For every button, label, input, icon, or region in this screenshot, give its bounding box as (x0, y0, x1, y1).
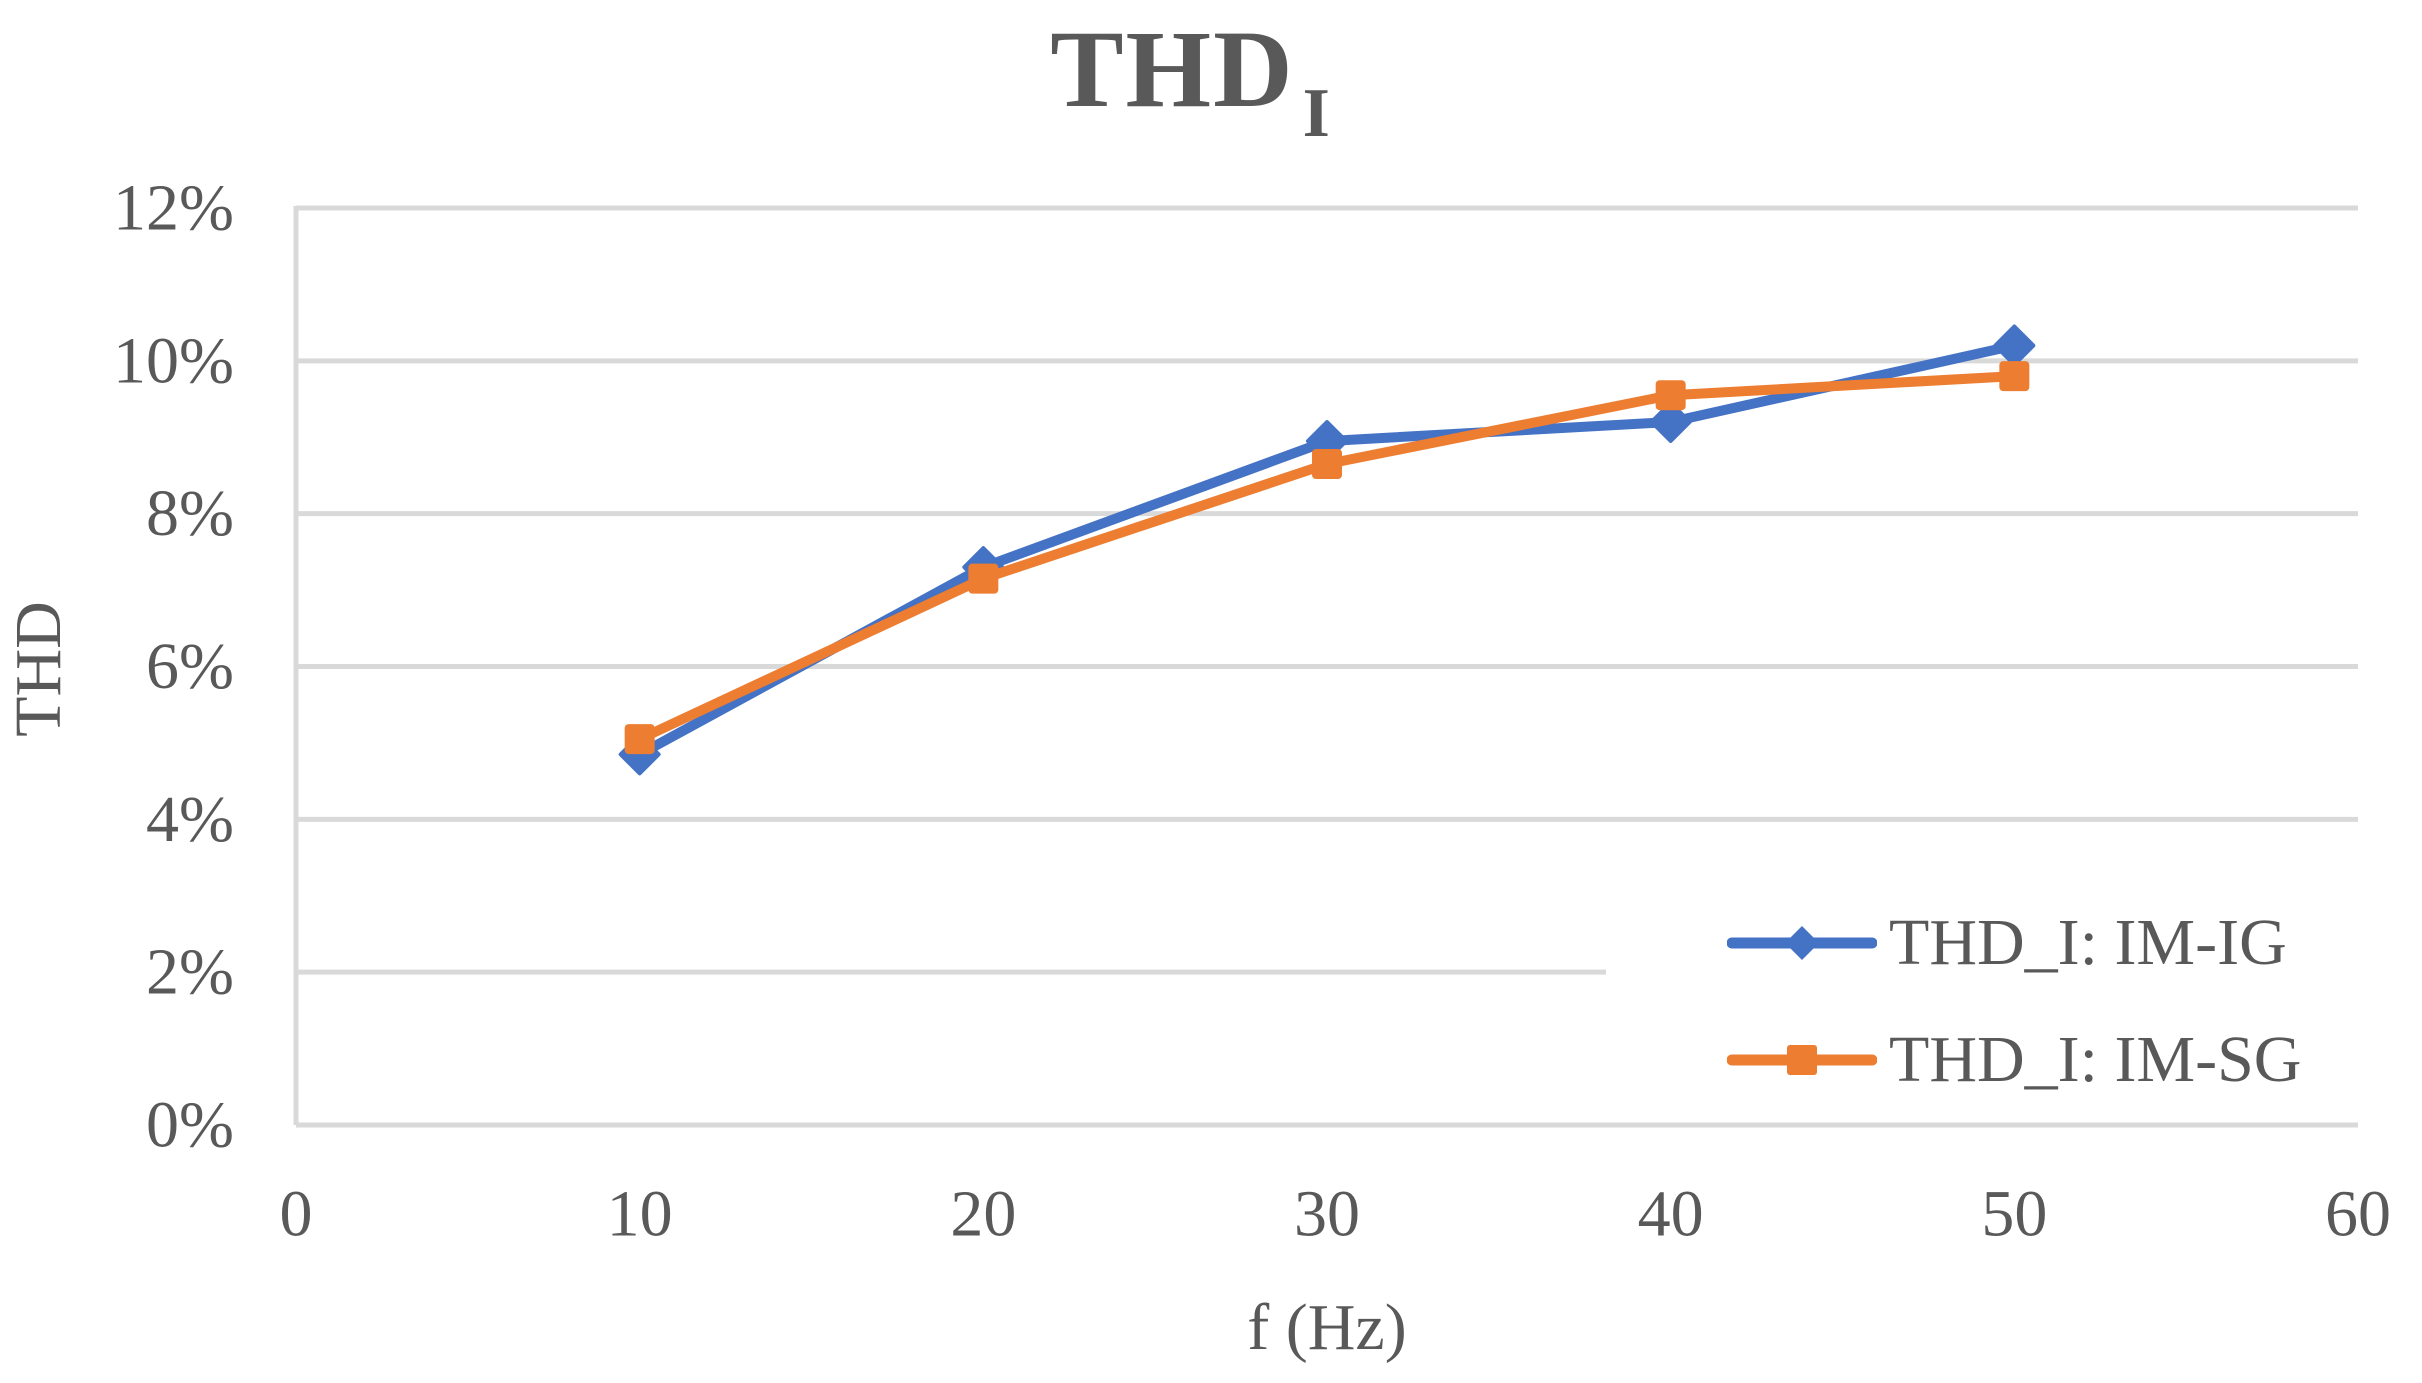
data-point-square (1312, 448, 1342, 479)
legend-label: THD_I: IM-SG (1889, 1022, 2302, 1096)
x-tick-label: 20 (950, 1178, 1016, 1251)
y-tick-label: 2% (146, 936, 234, 1009)
x-tick-label: 30 (1294, 1178, 1360, 1251)
data-point-square (624, 724, 655, 755)
y-axis-title: THD (2, 601, 75, 737)
y-tick-label: 4% (146, 783, 234, 856)
y-tick-label: 8% (146, 477, 234, 550)
legend-label: THD_I: IM-IG (1889, 905, 2287, 979)
series-line-thd-i-im-ig (634, 340, 2020, 760)
y-tick-label: 12% (113, 172, 234, 245)
chart-title-subscript: I (1302, 75, 1330, 152)
x-tick-label: 60 (2325, 1178, 2391, 1251)
y-tick-label: 0% (146, 1089, 234, 1162)
legend-item: THD_I: IM-IG (1727, 884, 2390, 1001)
y-tick-label: 6% (146, 630, 234, 703)
legend-line-square-icon (1727, 1044, 1877, 1075)
chart-title-text: THD (1050, 8, 1295, 130)
data-point-square (1655, 380, 1686, 411)
legend-line-diamond-icon (1727, 925, 1877, 960)
legend-item: THD_I: IM-SG (1727, 1001, 2390, 1118)
x-tick-label: 40 (1638, 1178, 1704, 1251)
x-tick-label: 10 (607, 1178, 673, 1251)
data-point-square (968, 563, 999, 594)
x-tick-label: 50 (1981, 1178, 2047, 1251)
legend: THD_I: IM-IG THD_I: IM-SG (1606, 884, 2390, 1118)
data-point-diamond (1649, 400, 1692, 443)
x-tick-label: 0 (280, 1178, 313, 1251)
y-tick-label: 10% (113, 324, 234, 397)
chart-title: THD I (0, 6, 2380, 154)
x-axis-title: f (Hz) (1247, 1291, 1407, 1364)
data-point-square (1999, 361, 2030, 392)
